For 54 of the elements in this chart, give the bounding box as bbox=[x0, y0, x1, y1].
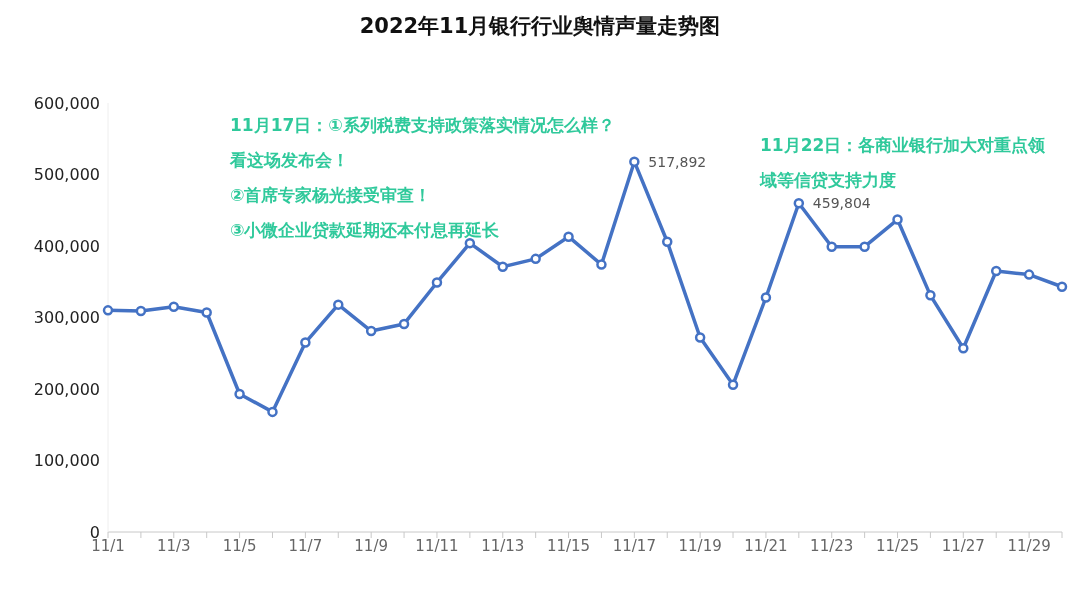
point bbox=[300, 337, 311, 348]
point bbox=[629, 156, 640, 167]
point bbox=[958, 343, 969, 354]
point bbox=[168, 301, 180, 313]
point bbox=[990, 265, 1002, 277]
point bbox=[661, 236, 673, 247]
x-tick-label: 11/29 bbox=[1007, 536, 1051, 555]
point bbox=[497, 261, 509, 272]
point bbox=[563, 231, 574, 242]
x-tick-label: 11/9 bbox=[354, 536, 389, 555]
point bbox=[694, 332, 706, 343]
point bbox=[398, 318, 410, 330]
x-tick-label: 11/27 bbox=[941, 536, 985, 555]
point bbox=[925, 290, 936, 301]
x-tick-label: 11/3 bbox=[156, 536, 191, 555]
x-tick-label: 11/17 bbox=[612, 536, 656, 555]
point bbox=[102, 305, 114, 316]
data-label: 459,804 bbox=[812, 195, 871, 212]
point bbox=[1056, 281, 1068, 293]
point bbox=[234, 388, 245, 400]
data-label: 517,892 bbox=[648, 153, 707, 170]
point bbox=[760, 292, 772, 303]
x-tick-label: 11/11 bbox=[415, 536, 459, 555]
y-tick-label: 200,000 bbox=[33, 379, 100, 399]
x-tick-label: 11/5 bbox=[222, 536, 257, 555]
annotation: 11月17日：①系列税费支持政策落实情况怎么样？看这场发布会！ ②首席专家杨光接受审查！ ③小微企业贷款延期还本付息再延长 bbox=[230, 114, 616, 242]
chart-title: 2022年11月银行行业舆情声量走势图 bbox=[358, 13, 722, 40]
annotation: 11月22日：各商业银行加大对重点领域等信贷支持力度 bbox=[760, 135, 1046, 190]
point bbox=[826, 241, 837, 252]
y-tick-label: 500,000 bbox=[33, 165, 100, 185]
point bbox=[333, 299, 344, 310]
point bbox=[859, 241, 870, 252]
y-tick-label: 400,000 bbox=[33, 236, 100, 256]
point bbox=[596, 259, 607, 270]
point bbox=[793, 197, 805, 209]
point bbox=[135, 305, 147, 317]
x-tick-label: 11/15 bbox=[546, 536, 591, 555]
x-tick-label: 11/21 bbox=[744, 536, 788, 555]
x-tick-label: 11/25 bbox=[875, 536, 920, 555]
point bbox=[431, 277, 443, 288]
point bbox=[530, 253, 541, 265]
point bbox=[727, 379, 739, 390]
x-tick-label: 11/23 bbox=[810, 536, 854, 555]
x-tick-label: 11/19 bbox=[678, 536, 722, 555]
y-tick-label: 300,000 bbox=[33, 308, 100, 328]
point bbox=[267, 406, 278, 418]
point bbox=[1023, 269, 1035, 280]
point bbox=[201, 307, 212, 318]
x-tick-label: 11/13 bbox=[481, 536, 525, 555]
y-tick-label: 100,000 bbox=[33, 451, 100, 471]
point bbox=[365, 325, 377, 337]
x-tick-label: 11/7 bbox=[288, 536, 323, 555]
y-tick-label: 600,000 bbox=[33, 93, 100, 113]
point bbox=[892, 214, 903, 225]
